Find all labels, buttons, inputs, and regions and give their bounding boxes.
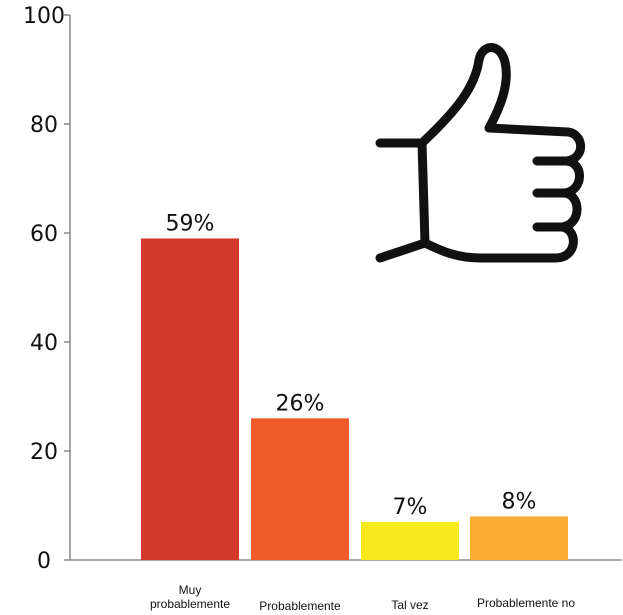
data-label: 26% [276,391,325,416]
bars [141,238,568,560]
y-axis-ticks: 0 20 40 60 80 100 [23,4,70,574]
y-tick-label: 40 [30,331,58,356]
y-tick-label: 60 [30,222,58,247]
bar [251,418,349,560]
thumbs-up-icon [375,43,586,263]
data-labels: 59% 26% 7% 8% [166,211,537,519]
bar [361,521,459,560]
x-category-label-line: Tal vez [391,598,428,612]
x-category-label-line: Probablemente no [477,596,575,610]
x-category-label-line: Muy [179,583,202,597]
x-category-label: Probablemente no [477,596,575,610]
bar [141,238,239,560]
data-label: 8% [502,489,537,514]
y-tick-label: 20 [30,440,58,465]
x-category-label-line: probablemente [150,597,230,611]
data-label: 7% [393,495,428,520]
x-category-label: Probablemente [259,599,341,613]
x-category-label: Tal vez [391,598,428,612]
x-category-label-line: Probablemente [259,599,341,613]
y-tick-label: 100 [23,4,65,29]
data-label: 59% [166,211,215,236]
y-tick-label: 80 [30,113,58,138]
y-tick-label: 0 [37,549,51,574]
bar [470,516,568,560]
